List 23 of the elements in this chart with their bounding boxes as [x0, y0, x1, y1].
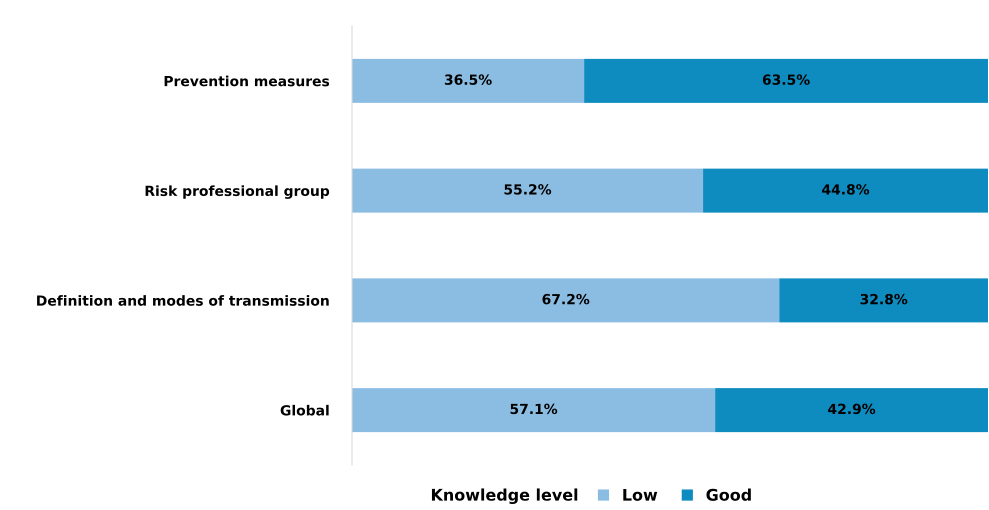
legend-label: Low: [623, 488, 658, 501]
bar: [352, 58, 584, 103]
data-label: 32.8%: [860, 294, 908, 304]
data-label: 42.9%: [828, 404, 876, 414]
y-tick-label: Definition and modes of transmission: [37, 295, 329, 306]
y-tick-label: Global: [280, 404, 329, 416]
bar: [352, 278, 780, 322]
y-tick-label: Risk professional group: [146, 185, 330, 199]
bar: [779, 278, 988, 322]
y-tick-label: Prevention measures: [164, 76, 330, 86]
data-label: 57.1%: [510, 404, 558, 414]
data-label: 36.5%: [444, 74, 492, 85]
data-label: 67.2%: [542, 294, 590, 304]
bar: [584, 58, 988, 103]
data-label: 44.8%: [822, 184, 870, 195]
bar: [703, 168, 988, 213]
data-label: 55.2%: [504, 184, 552, 195]
data-label: 63.5%: [762, 74, 810, 85]
legend-label: Good: [706, 488, 751, 501]
bar: [352, 168, 704, 213]
bar: [715, 388, 988, 432]
legend-title: Knowledge level: [432, 488, 578, 504]
bar: [352, 388, 716, 432]
